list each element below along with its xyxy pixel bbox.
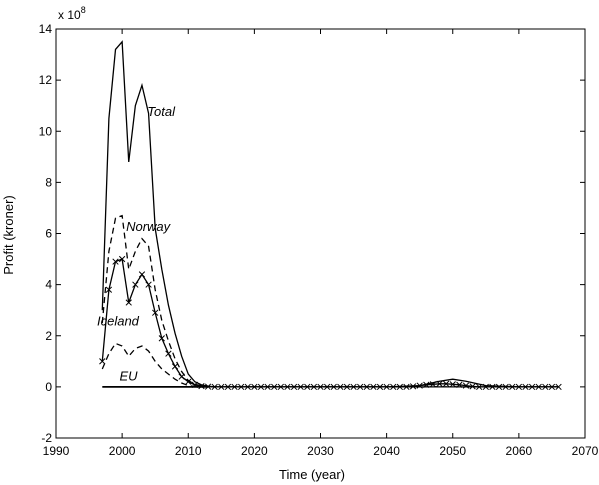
x-tick-label: 2010 — [175, 444, 202, 458]
data-point-iceland — [224, 383, 232, 391]
x-tick-label: 2030 — [307, 444, 334, 458]
data-point-iceland — [138, 271, 146, 278]
data-point-iceland — [442, 380, 450, 387]
x-tick-label: 2040 — [373, 444, 400, 458]
data-point-iceland — [429, 381, 437, 388]
x-tick-label: 2050 — [439, 444, 466, 458]
x-axis-label: Time (year) — [279, 467, 345, 482]
data-point-iceland — [357, 383, 364, 391]
y-tick-label: -2 — [41, 431, 52, 445]
data-point-iceland — [112, 258, 119, 265]
data-point-iceland — [244, 383, 251, 391]
y-tick-label: 12 — [39, 73, 53, 87]
x-tick-label: 1990 — [43, 444, 70, 458]
y-tick-label: 4 — [45, 278, 52, 292]
series-annotation-norway: Norway — [126, 219, 172, 234]
y-tick-label: 6 — [45, 227, 52, 241]
x-tick-label: 2070 — [572, 444, 599, 458]
y-tick-label: 2 — [45, 329, 52, 343]
data-point-iceland — [99, 358, 106, 365]
series-line-eu — [101, 342, 559, 388]
data-point-iceland — [555, 383, 562, 391]
data-point-iceland — [449, 381, 456, 388]
data-point-iceland — [436, 380, 443, 387]
series-annotation-iceland: Iceland — [97, 314, 140, 329]
data-point-iceland — [476, 383, 483, 391]
data-point-iceland — [376, 383, 384, 391]
data-point-iceland — [515, 383, 523, 391]
y-exponent-power: 8 — [81, 5, 86, 15]
y-tick-label: 10 — [39, 124, 53, 138]
x-tick-label: 2000 — [109, 444, 136, 458]
y-tick-label: 0 — [45, 380, 52, 394]
data-point-iceland — [105, 286, 113, 293]
data-point-iceland — [158, 335, 165, 342]
series-line-total — [101, 40, 559, 388]
data-point-iceland — [304, 383, 311, 391]
data-point-iceland — [125, 299, 132, 306]
data-point-iceland — [363, 383, 370, 391]
y-exponent-base: x 10 — [58, 8, 81, 22]
y-exponent-label: x 108 — [58, 5, 86, 22]
data-point-iceland — [178, 373, 185, 380]
data-point-iceland — [343, 383, 351, 391]
x-tick-label: 2020 — [241, 444, 268, 458]
data-point-iceland — [185, 378, 192, 385]
data-point-iceland — [535, 383, 542, 391]
x-tick-label: 2060 — [506, 444, 533, 458]
data-point-iceland — [118, 255, 126, 263]
data-point-iceland — [284, 383, 291, 391]
data-point-iceland — [317, 383, 324, 391]
data-point-iceland — [171, 363, 179, 370]
data-point-iceland — [145, 281, 152, 288]
series-line-norway — [101, 214, 559, 388]
data-point-iceland — [165, 350, 172, 357]
y-tick-label: 14 — [39, 22, 53, 36]
series-annotation-total: Total — [147, 104, 176, 119]
data-point-iceland — [132, 281, 139, 288]
data-point-iceland — [264, 383, 271, 391]
series-line-iceland — [101, 258, 559, 388]
series-annotation-eu: EU — [119, 368, 138, 383]
data-point-iceland — [323, 383, 331, 391]
y-tick-label: 8 — [45, 175, 52, 189]
y-axis-label: Profit (kroner) — [1, 195, 16, 274]
data-point-iceland — [297, 383, 304, 391]
data-point-iceland — [495, 383, 503, 391]
data-point-iceland — [337, 383, 344, 391]
data-point-iceland — [396, 383, 404, 391]
data-point-iceland — [152, 309, 159, 316]
